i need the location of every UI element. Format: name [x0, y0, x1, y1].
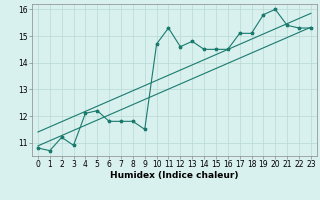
X-axis label: Humidex (Indice chaleur): Humidex (Indice chaleur)	[110, 171, 239, 180]
